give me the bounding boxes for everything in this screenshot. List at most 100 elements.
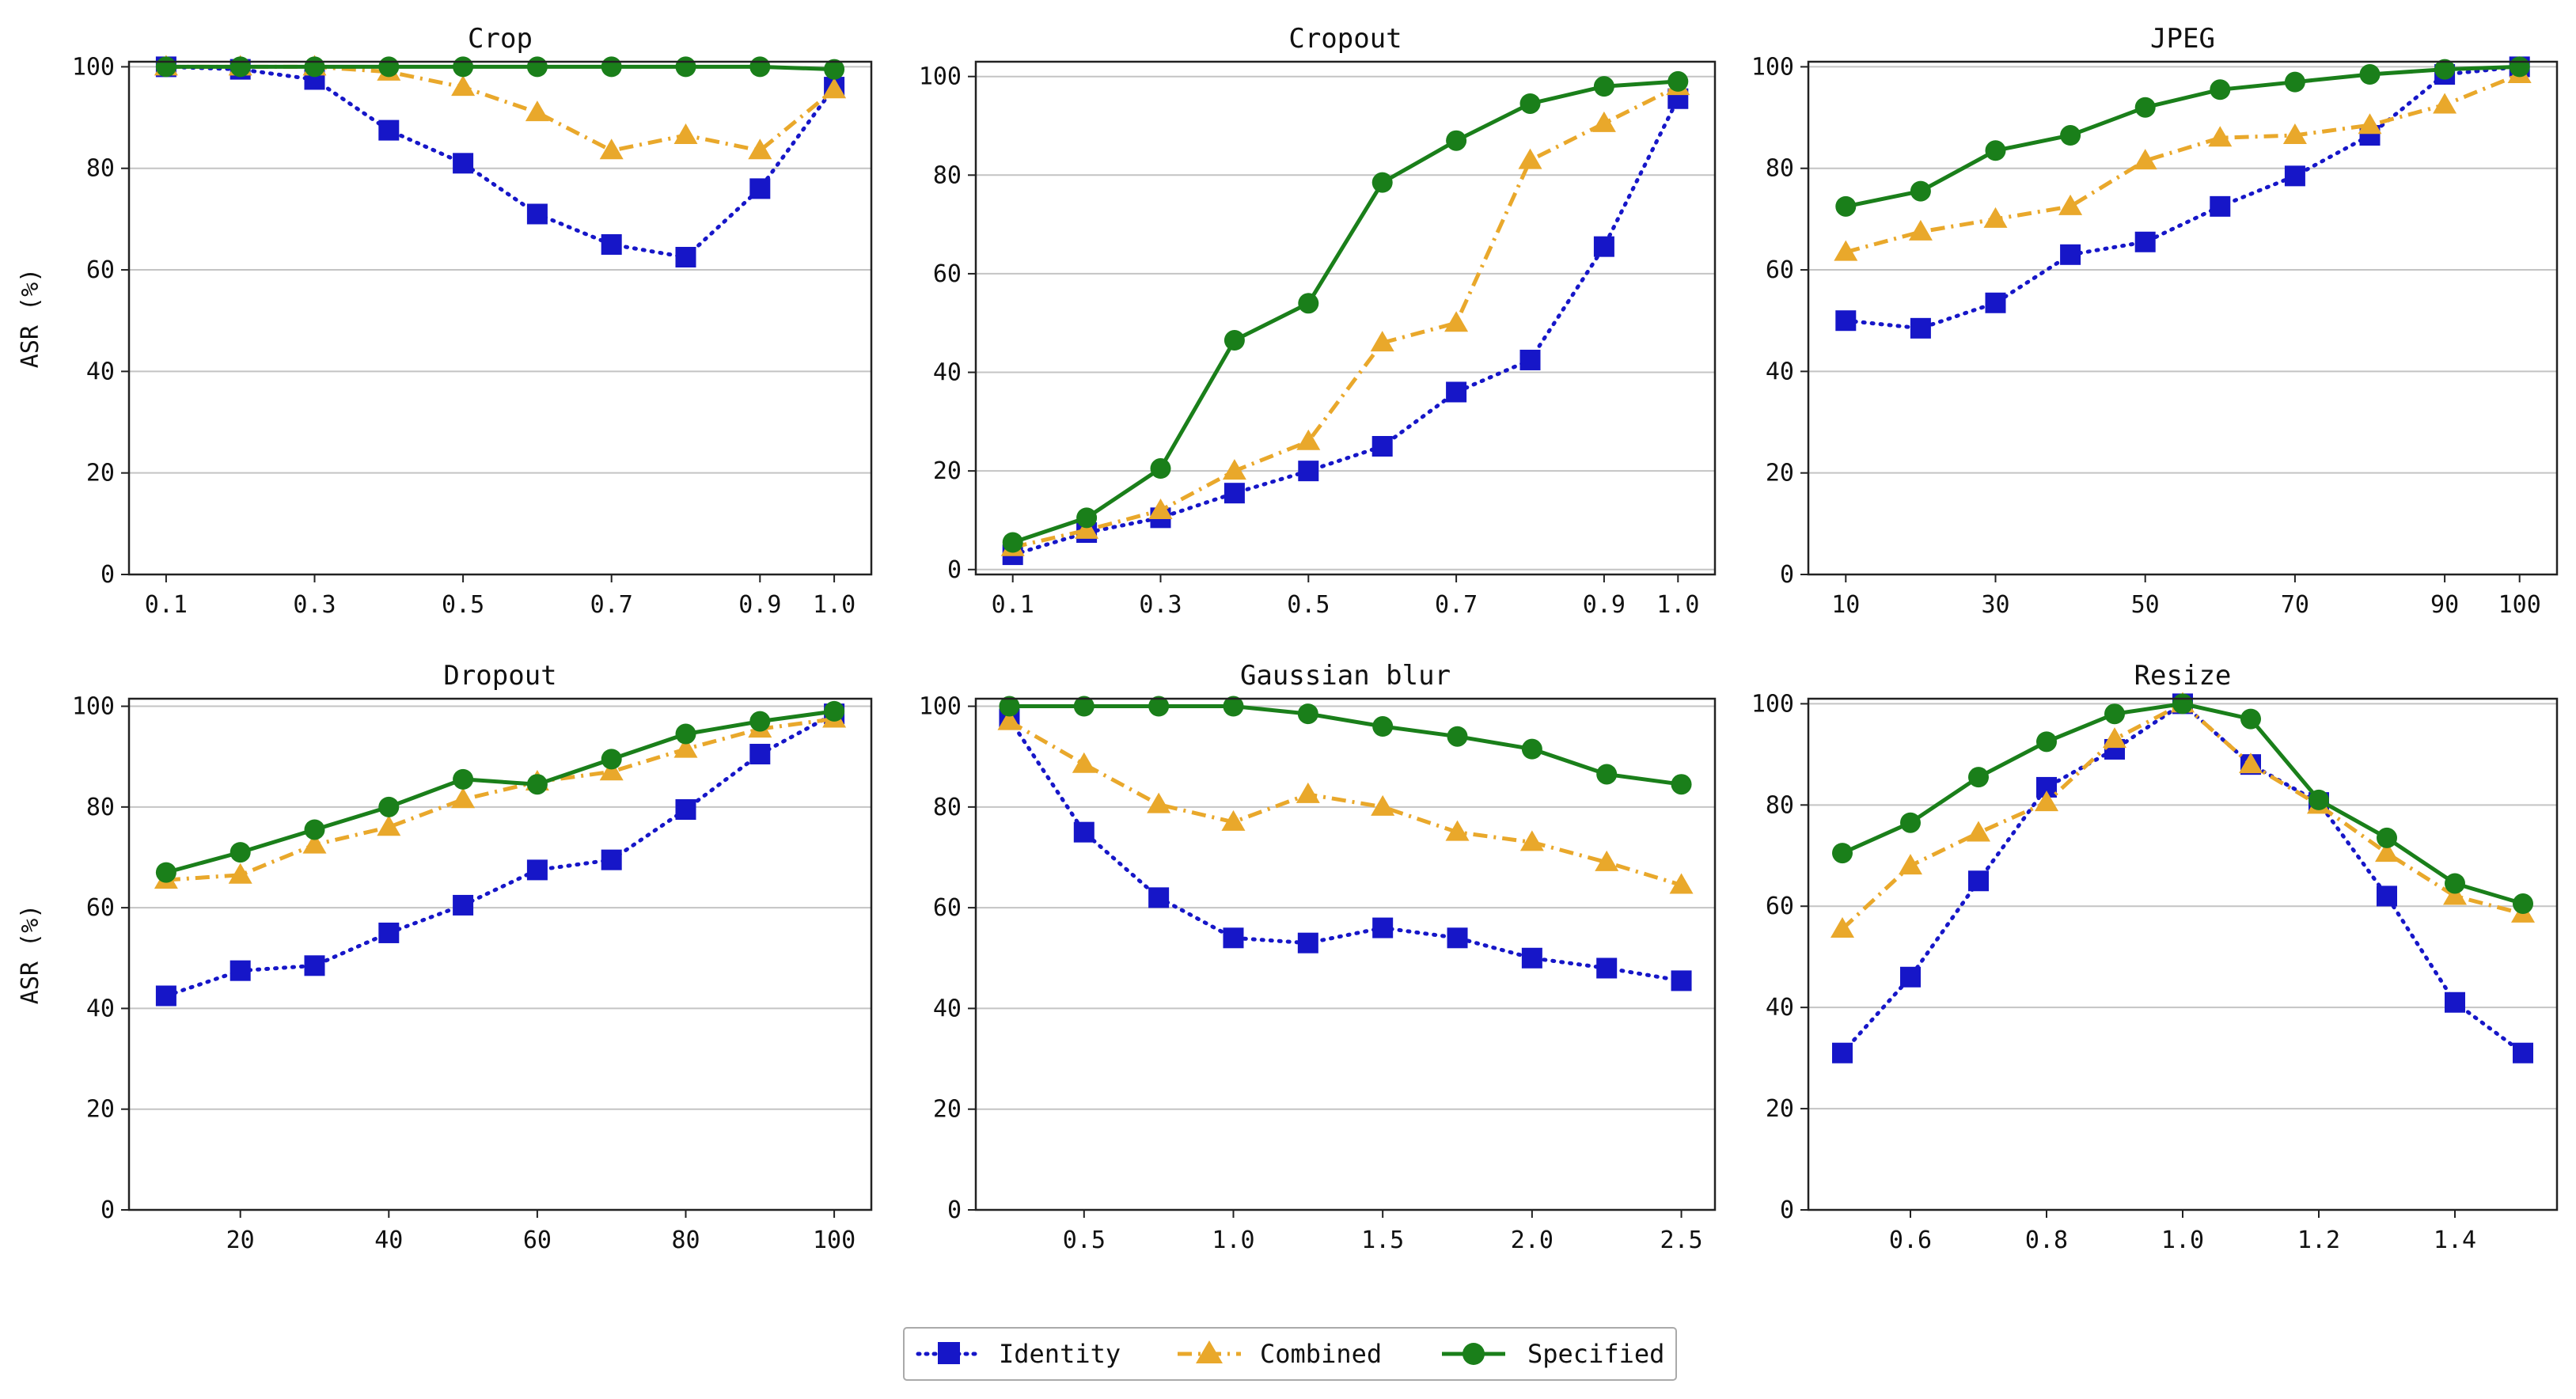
data-point-specified-crop xyxy=(378,56,400,78)
data-point-specified-crop xyxy=(230,56,251,78)
data-point-combined-resize xyxy=(1967,821,1990,842)
data-point-specified-cropout xyxy=(1002,532,1023,553)
data-point-combined-cropout xyxy=(1222,459,1246,480)
data-point-combined-dropout xyxy=(302,832,327,854)
legend-box xyxy=(903,1327,1677,1381)
ytick-label-cropout: 60 xyxy=(933,260,962,288)
data-point-combined-gaussian-blur xyxy=(1371,794,1395,816)
xtick-label-jpeg: 100 xyxy=(2498,591,2541,619)
ytick-label-jpeg: 100 xyxy=(1751,53,1794,81)
ytick-label-crop: 60 xyxy=(86,256,115,284)
data-point-specified-cropout xyxy=(1667,70,1689,92)
data-point-specified-gaussian-blur xyxy=(999,696,1020,717)
series-line-specified-cropout xyxy=(1011,79,1679,544)
data-point-identity-gaussian-blur xyxy=(1596,957,1618,979)
data-point-specified-cropout xyxy=(1519,93,1541,114)
data-point-identity-dropout xyxy=(526,859,548,881)
ytick-label-resize: 80 xyxy=(1766,791,1794,819)
ytick-label-resize: 40 xyxy=(1766,994,1794,1022)
series-line-specified-gaussian-blur xyxy=(1009,704,1682,787)
xtick-label-jpeg: 70 xyxy=(2281,591,2309,619)
data-point-identity-jpeg xyxy=(2060,244,2081,265)
chart-panel-dropout: Dropout 0 20 40 60 80 100 20 40 60 80 100 ASR (%) xyxy=(17,660,873,1254)
data-point-combined-gaussian-blur xyxy=(1221,809,1246,831)
data-point-specified-crop xyxy=(675,56,696,78)
legend-label-specified: Specified xyxy=(1527,1339,1664,1369)
legend-entry-identity: Identity xyxy=(916,1339,1121,1369)
data-point-specified-dropout xyxy=(601,749,622,770)
data-point-combined-jpeg xyxy=(2282,123,2307,145)
axes-frame-crop xyxy=(127,60,873,576)
data-point-identity-crop xyxy=(601,233,622,255)
data-point-identity-resize xyxy=(1832,1042,1853,1063)
data-point-specified-jpeg xyxy=(2359,64,2381,85)
series-line-identity-cropout xyxy=(1011,97,1680,557)
data-point-specified-jpeg xyxy=(2434,59,2456,80)
xtick-label-crop: 0.9 xyxy=(738,591,781,619)
data-point-identity-dropout xyxy=(749,744,771,765)
xtick-label-dropout: 40 xyxy=(374,1226,403,1254)
ytick-label-resize: 0 xyxy=(1780,1196,1794,1224)
xtick-label-gaussian-blur: 2.5 xyxy=(1660,1226,1702,1254)
data-point-combined-cropout xyxy=(1518,148,1542,169)
data-point-identity-dropout xyxy=(230,960,251,981)
data-point-combined-cropout xyxy=(1370,331,1394,352)
data-point-specified-dropout xyxy=(453,768,474,790)
data-point-specified-resize xyxy=(2036,731,2057,753)
xtick-label-gaussian-blur: 1.0 xyxy=(1212,1226,1254,1254)
xtick-label-cropout: 0.5 xyxy=(1287,591,1330,619)
series-line-combined-jpeg xyxy=(1845,72,2521,255)
chart-panel-gaussian-blur: Gaussian blur 0 20 40 60 80 100 0.5 1.0 1.5 2.0 2.5 xyxy=(919,660,1717,1254)
xtick-label-gaussian-blur: 2.0 xyxy=(1511,1226,1554,1254)
data-point-combined-gaussian-blur xyxy=(997,709,1022,730)
chart-panel-jpeg: JPEG 0 20 40 60 80 100 10 30 50 70 90 100 xyxy=(1751,23,2559,619)
data-point-identity-cropout xyxy=(1298,461,1319,482)
data-point-combined-crop xyxy=(599,138,624,160)
xtick-label-jpeg: 50 xyxy=(2131,591,2160,619)
xtick-label-crop: 1.0 xyxy=(813,591,856,619)
data-point-combined-crop xyxy=(673,123,698,145)
data-point-specified-cropout xyxy=(1224,330,1245,351)
data-point-identity-cropout xyxy=(1519,349,1541,370)
data-point-specified-cropout xyxy=(1593,76,1614,97)
xtick-label-resize: 0.8 xyxy=(2025,1226,2068,1254)
data-point-combined-jpeg xyxy=(2133,149,2157,170)
ytick-label-jpeg: 20 xyxy=(1766,460,1794,487)
data-point-identity-dropout xyxy=(304,955,325,976)
data-point-combined-dropout xyxy=(599,760,624,781)
data-point-specified-crop xyxy=(824,59,845,80)
data-point-specified-resize xyxy=(2377,827,2397,848)
ytick-label-gaussian-blur: 60 xyxy=(933,894,962,922)
data-point-combined-gaussian-blur xyxy=(1147,792,1171,813)
data-point-specified-crop xyxy=(749,56,771,78)
xtick-label-jpeg: 10 xyxy=(1831,591,1860,619)
data-point-specified-jpeg xyxy=(1910,180,1931,202)
xtick-label-resize: 1.0 xyxy=(2161,1226,2204,1254)
data-point-specified-gaussian-blur xyxy=(1671,774,1692,795)
series-line-identity-dropout xyxy=(164,711,837,998)
data-point-specified-crop xyxy=(526,56,548,78)
data-point-specified-gaussian-blur xyxy=(1073,696,1095,717)
axes-frame-gaussian-blur xyxy=(974,697,1717,1211)
series-line-specified-dropout xyxy=(165,709,835,875)
xtick-label-cropout: 0.9 xyxy=(1583,591,1626,619)
data-point-specified-jpeg xyxy=(2284,71,2305,93)
data-point-identity-dropout xyxy=(675,799,696,821)
data-point-combined-jpeg xyxy=(1983,207,2008,228)
data-point-specified-jpeg xyxy=(1835,195,1857,217)
chart-title-resize: Resize xyxy=(2134,660,2232,692)
data-point-specified-gaussian-blur xyxy=(1372,716,1394,737)
data-point-identity-cropout xyxy=(1446,381,1467,403)
data-point-specified-dropout xyxy=(675,723,696,745)
xtick-label-crop: 0.3 xyxy=(293,591,336,619)
data-point-specified-resize xyxy=(2104,703,2125,725)
data-point-specified-dropout xyxy=(230,842,251,863)
ytick-label-crop: 0 xyxy=(101,561,115,589)
axes-frame-cropout xyxy=(974,60,1717,576)
data-point-identity-cropout xyxy=(1593,236,1614,257)
data-point-specified-crop xyxy=(155,56,176,78)
xtick-label-crop: 0.1 xyxy=(145,591,188,619)
data-point-specified-jpeg xyxy=(2210,79,2231,100)
xtick-label-dropout: 60 xyxy=(523,1226,552,1254)
